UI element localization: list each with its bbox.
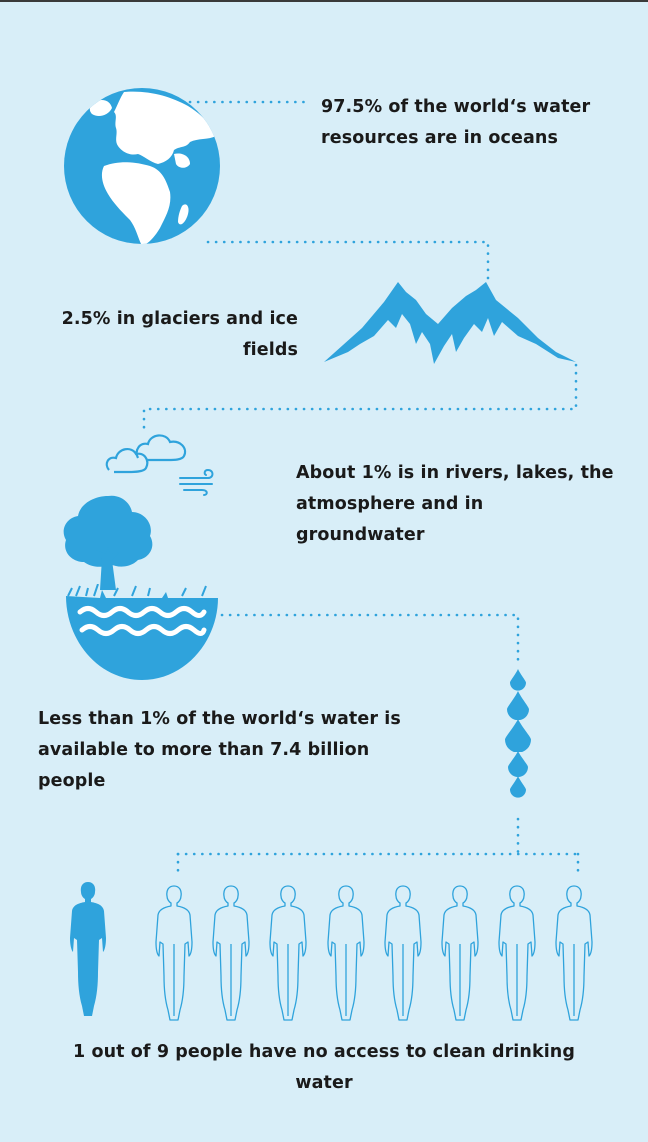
wind-icon <box>179 468 214 496</box>
person-icon-outline <box>384 885 422 1021</box>
water-drop-icon <box>508 751 528 777</box>
connector-rivers <box>142 363 578 436</box>
person-icon-outline <box>155 885 193 1021</box>
person-icon-filled <box>70 882 106 1016</box>
statement-access: 1 out of 9 people have no access to clea… <box>73 1042 575 1093</box>
water-drop-icon <box>510 776 526 798</box>
statement-oceans: 97.5% of the world‘s water resources are… <box>321 97 591 148</box>
person-icon-outline <box>498 885 536 1021</box>
water-bowl-icon <box>66 584 218 680</box>
person-icon-outline <box>555 885 593 1021</box>
person-icon-outline <box>212 885 250 1021</box>
person-icon-outline <box>269 885 307 1021</box>
statement-glaciers: 2.5% in glaciers and ice fields <box>61 309 298 360</box>
mountain-icon <box>324 282 576 364</box>
tree-icon <box>63 495 153 590</box>
cloud-icon <box>105 434 187 474</box>
statement-rivers: About 1% is in rivers, lakes, the atmosp… <box>296 463 614 545</box>
person-icon-outline <box>327 885 365 1021</box>
globe-icon <box>64 88 220 244</box>
water-drop-icon <box>507 691 529 720</box>
connector-bowl-drops <box>220 613 520 664</box>
water-drop-icon <box>505 719 531 752</box>
statement-available: Less than 1% of the world‘s water is ava… <box>38 709 401 791</box>
person-icon-outline <box>441 885 479 1021</box>
water-drop-icon <box>510 669 526 691</box>
